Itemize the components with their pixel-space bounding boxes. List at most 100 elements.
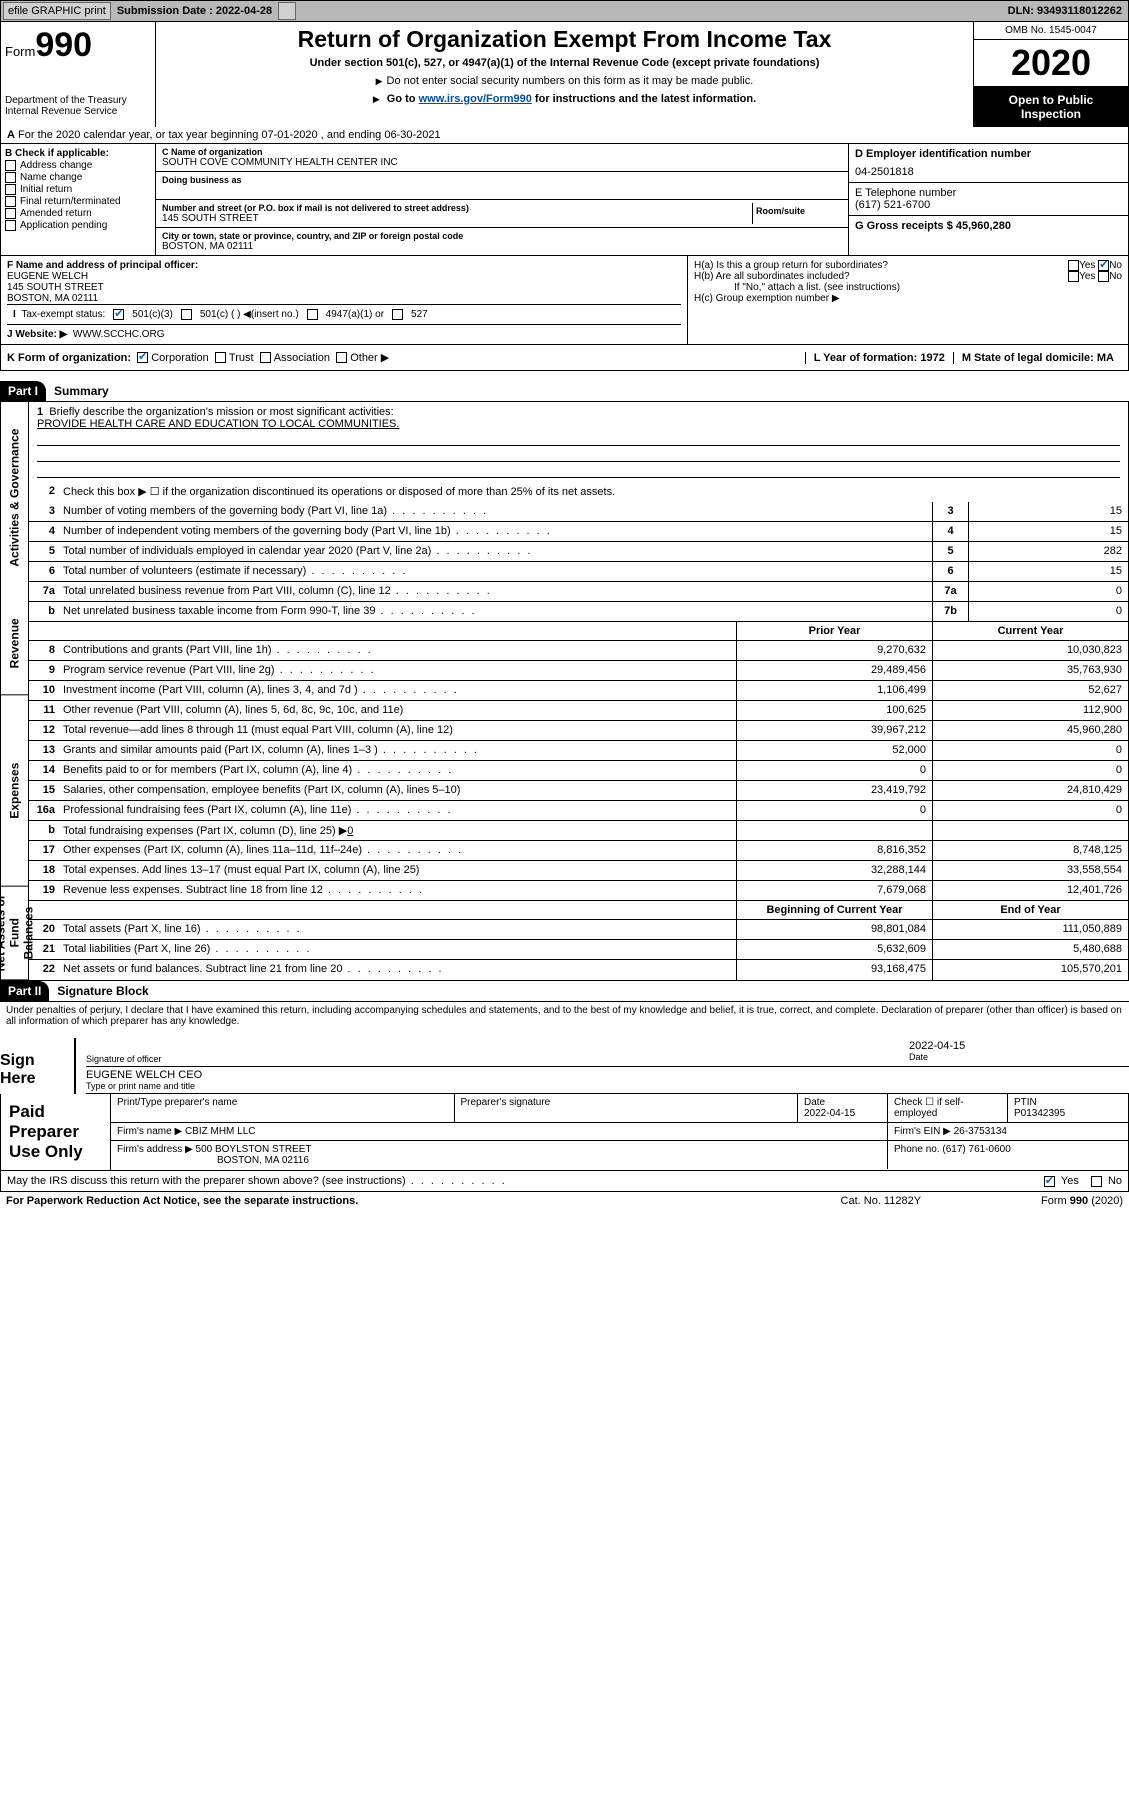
paid-preparer-label: Paid Preparer Use Only <box>1 1094 111 1170</box>
notice-2: Go to www.irs.gov/Form990 for instructio… <box>162 93 967 105</box>
year-of-formation: L Year of formation: 1972 <box>805 352 953 364</box>
l8-current: 10,030,823 <box>932 641 1128 660</box>
submission-date: Submission Date : 2022-04-28 <box>113 5 276 17</box>
hb-yes[interactable] <box>1068 271 1079 282</box>
chk-501c3[interactable] <box>113 309 124 320</box>
notice-1: Do not enter social security numbers on … <box>162 75 967 87</box>
officer-city: BOSTON, MA 02111 <box>7 293 98 304</box>
l10-text: Investment income (Part VIII, column (A)… <box>61 681 736 700</box>
chk-initial-return[interactable] <box>5 184 16 195</box>
l21-text: Total liabilities (Part X, line 26) <box>61 940 736 959</box>
l5-text: Total number of individuals employed in … <box>61 542 932 561</box>
l22-current: 105,570,201 <box>932 960 1128 980</box>
discuss-no[interactable] <box>1091 1176 1102 1187</box>
ein-label: D Employer identification number <box>855 148 1031 160</box>
l13-prior: 52,000 <box>736 741 932 760</box>
form990-link[interactable]: www.irs.gov/Form990 <box>419 93 532 105</box>
chk-501c[interactable] <box>181 309 192 320</box>
vtab-expenses: Expenses <box>1 695 28 887</box>
l11-text: Other revenue (Part VIII, column (A), li… <box>61 701 736 720</box>
hb-no[interactable] <box>1098 271 1109 282</box>
current-year-hdr: Current Year <box>932 622 1128 640</box>
officer-title: EUGENE WELCH CEO <box>86 1069 1129 1081</box>
entity-block: B Check if applicable: Address change Na… <box>0 144 1129 256</box>
l20-text: Total assets (Part X, line 16) <box>61 920 736 939</box>
discuss-text: May the IRS discuss this return with the… <box>7 1175 507 1187</box>
l15-prior: 23,419,792 <box>736 781 932 800</box>
omb-no: OMB No. 1545-0047 <box>974 22 1128 40</box>
l7a-val: 0 <box>968 582 1128 601</box>
room-label: Room/suite <box>756 206 839 216</box>
discuss-yes[interactable] <box>1044 1176 1055 1187</box>
l17-text: Other expenses (Part IX, column (A), lin… <box>61 841 736 860</box>
l2-text: Check this box ▶ ☐ if the organization d… <box>61 482 1128 502</box>
chk-other[interactable] <box>336 352 347 363</box>
sub-date-next-button[interactable] <box>278 2 296 20</box>
chk-4947[interactable] <box>307 309 318 320</box>
l4-text: Number of independent voting members of … <box>61 522 932 541</box>
chk-trust[interactable] <box>215 352 226 363</box>
l6-val: 15 <box>968 562 1128 581</box>
l6-text: Total number of volunteers (estimate if … <box>61 562 932 581</box>
phone: (617) 521-6700 <box>855 199 1122 211</box>
l1-text: Briefly describe the organization's miss… <box>49 406 393 418</box>
prep-name-hdr: Print/Type preparer's name <box>111 1094 455 1122</box>
prep-date-hdr: Date <box>804 1097 825 1108</box>
l22-prior: 93,168,475 <box>736 960 932 980</box>
dba-label: Doing business as <box>162 175 842 185</box>
chk-corp[interactable] <box>137 352 148 363</box>
l3-val: 15 <box>968 502 1128 521</box>
l12-current: 45,960,280 <box>932 721 1128 740</box>
self-employed: Check ☐ if self-employed <box>888 1094 1008 1122</box>
l9-current: 35,763,930 <box>932 661 1128 680</box>
l3-text: Number of voting members of the governin… <box>61 502 932 521</box>
officer-street: 145 SOUTH STREET <box>7 282 104 293</box>
l16a-current: 0 <box>932 801 1128 820</box>
ptin-label: PTIN <box>1014 1097 1037 1108</box>
l18-text: Total expenses. Add lines 13–17 (must eq… <box>61 861 736 880</box>
l11-current: 112,900 <box>932 701 1128 720</box>
efile-print-button[interactable]: efile GRAPHIC print <box>3 2 111 20</box>
firm-addr-label: Firm's address ▶ <box>117 1144 193 1155</box>
gross-receipts: G Gross receipts $ 45,960,280 <box>849 216 1128 236</box>
vtab-revenue: Revenue <box>1 593 28 695</box>
firm-phone-label: Phone no. <box>894 1144 940 1155</box>
l19-current: 12,401,726 <box>932 881 1128 900</box>
sign-here-label: Sign Here <box>0 1038 74 1094</box>
chk-final-return[interactable] <box>5 196 16 207</box>
l9-text: Program service revenue (Part VIII, line… <box>61 661 736 680</box>
vtab-activities: Activities & Governance <box>1 402 28 593</box>
chk-address-change[interactable] <box>5 160 16 171</box>
chk-name-change[interactable] <box>5 172 16 183</box>
firm-ein: 26-3753134 <box>954 1126 1007 1137</box>
l14-current: 0 <box>932 761 1128 780</box>
l20-current: 111,050,889 <box>932 920 1128 939</box>
chk-amended[interactable] <box>5 208 16 219</box>
l19-text: Revenue less expenses. Subtract line 18 … <box>61 881 736 900</box>
firm-name: CBIZ MHM LLC <box>185 1126 256 1137</box>
l8-text: Contributions and grants (Part VIII, lin… <box>61 641 736 660</box>
website-label: J Website: ▶ <box>7 329 67 340</box>
form-no: Form 990 (2020) <box>1041 1195 1123 1207</box>
ha-no[interactable] <box>1098 260 1109 271</box>
chk-527[interactable] <box>392 309 403 320</box>
l7a-text: Total unrelated business revenue from Pa… <box>61 582 932 601</box>
perjury-text: Under penalties of perjury, I declare th… <box>0 1002 1129 1030</box>
l5-val: 282 <box>968 542 1128 561</box>
top-bar: efile GRAPHIC print Submission Date : 20… <box>0 0 1129 22</box>
summary-table: Activities & Governance Revenue Expenses… <box>0 402 1129 981</box>
f-h-block: F Name and address of principal officer:… <box>0 256 1129 345</box>
l13-current: 0 <box>932 741 1128 760</box>
city: BOSTON, MA 02111 <box>162 241 842 252</box>
chk-assoc[interactable] <box>260 352 271 363</box>
title-label: Type or print name and title <box>86 1081 1129 1091</box>
dln: DLN: 93493118012262 <box>1008 5 1128 17</box>
chk-application-pending[interactable] <box>5 220 16 231</box>
discuss-row: May the IRS discuss this return with the… <box>0 1171 1129 1192</box>
ha-yes[interactable] <box>1068 260 1079 271</box>
street-label: Number and street (or P.O. box if mail i… <box>162 203 752 213</box>
l16b-grey1 <box>736 821 932 840</box>
l16a-prior: 0 <box>736 801 932 820</box>
vtab-net-assets: Net Assets or Fund Balances <box>1 887 28 980</box>
prep-sig-hdr: Preparer's signature <box>455 1094 799 1122</box>
